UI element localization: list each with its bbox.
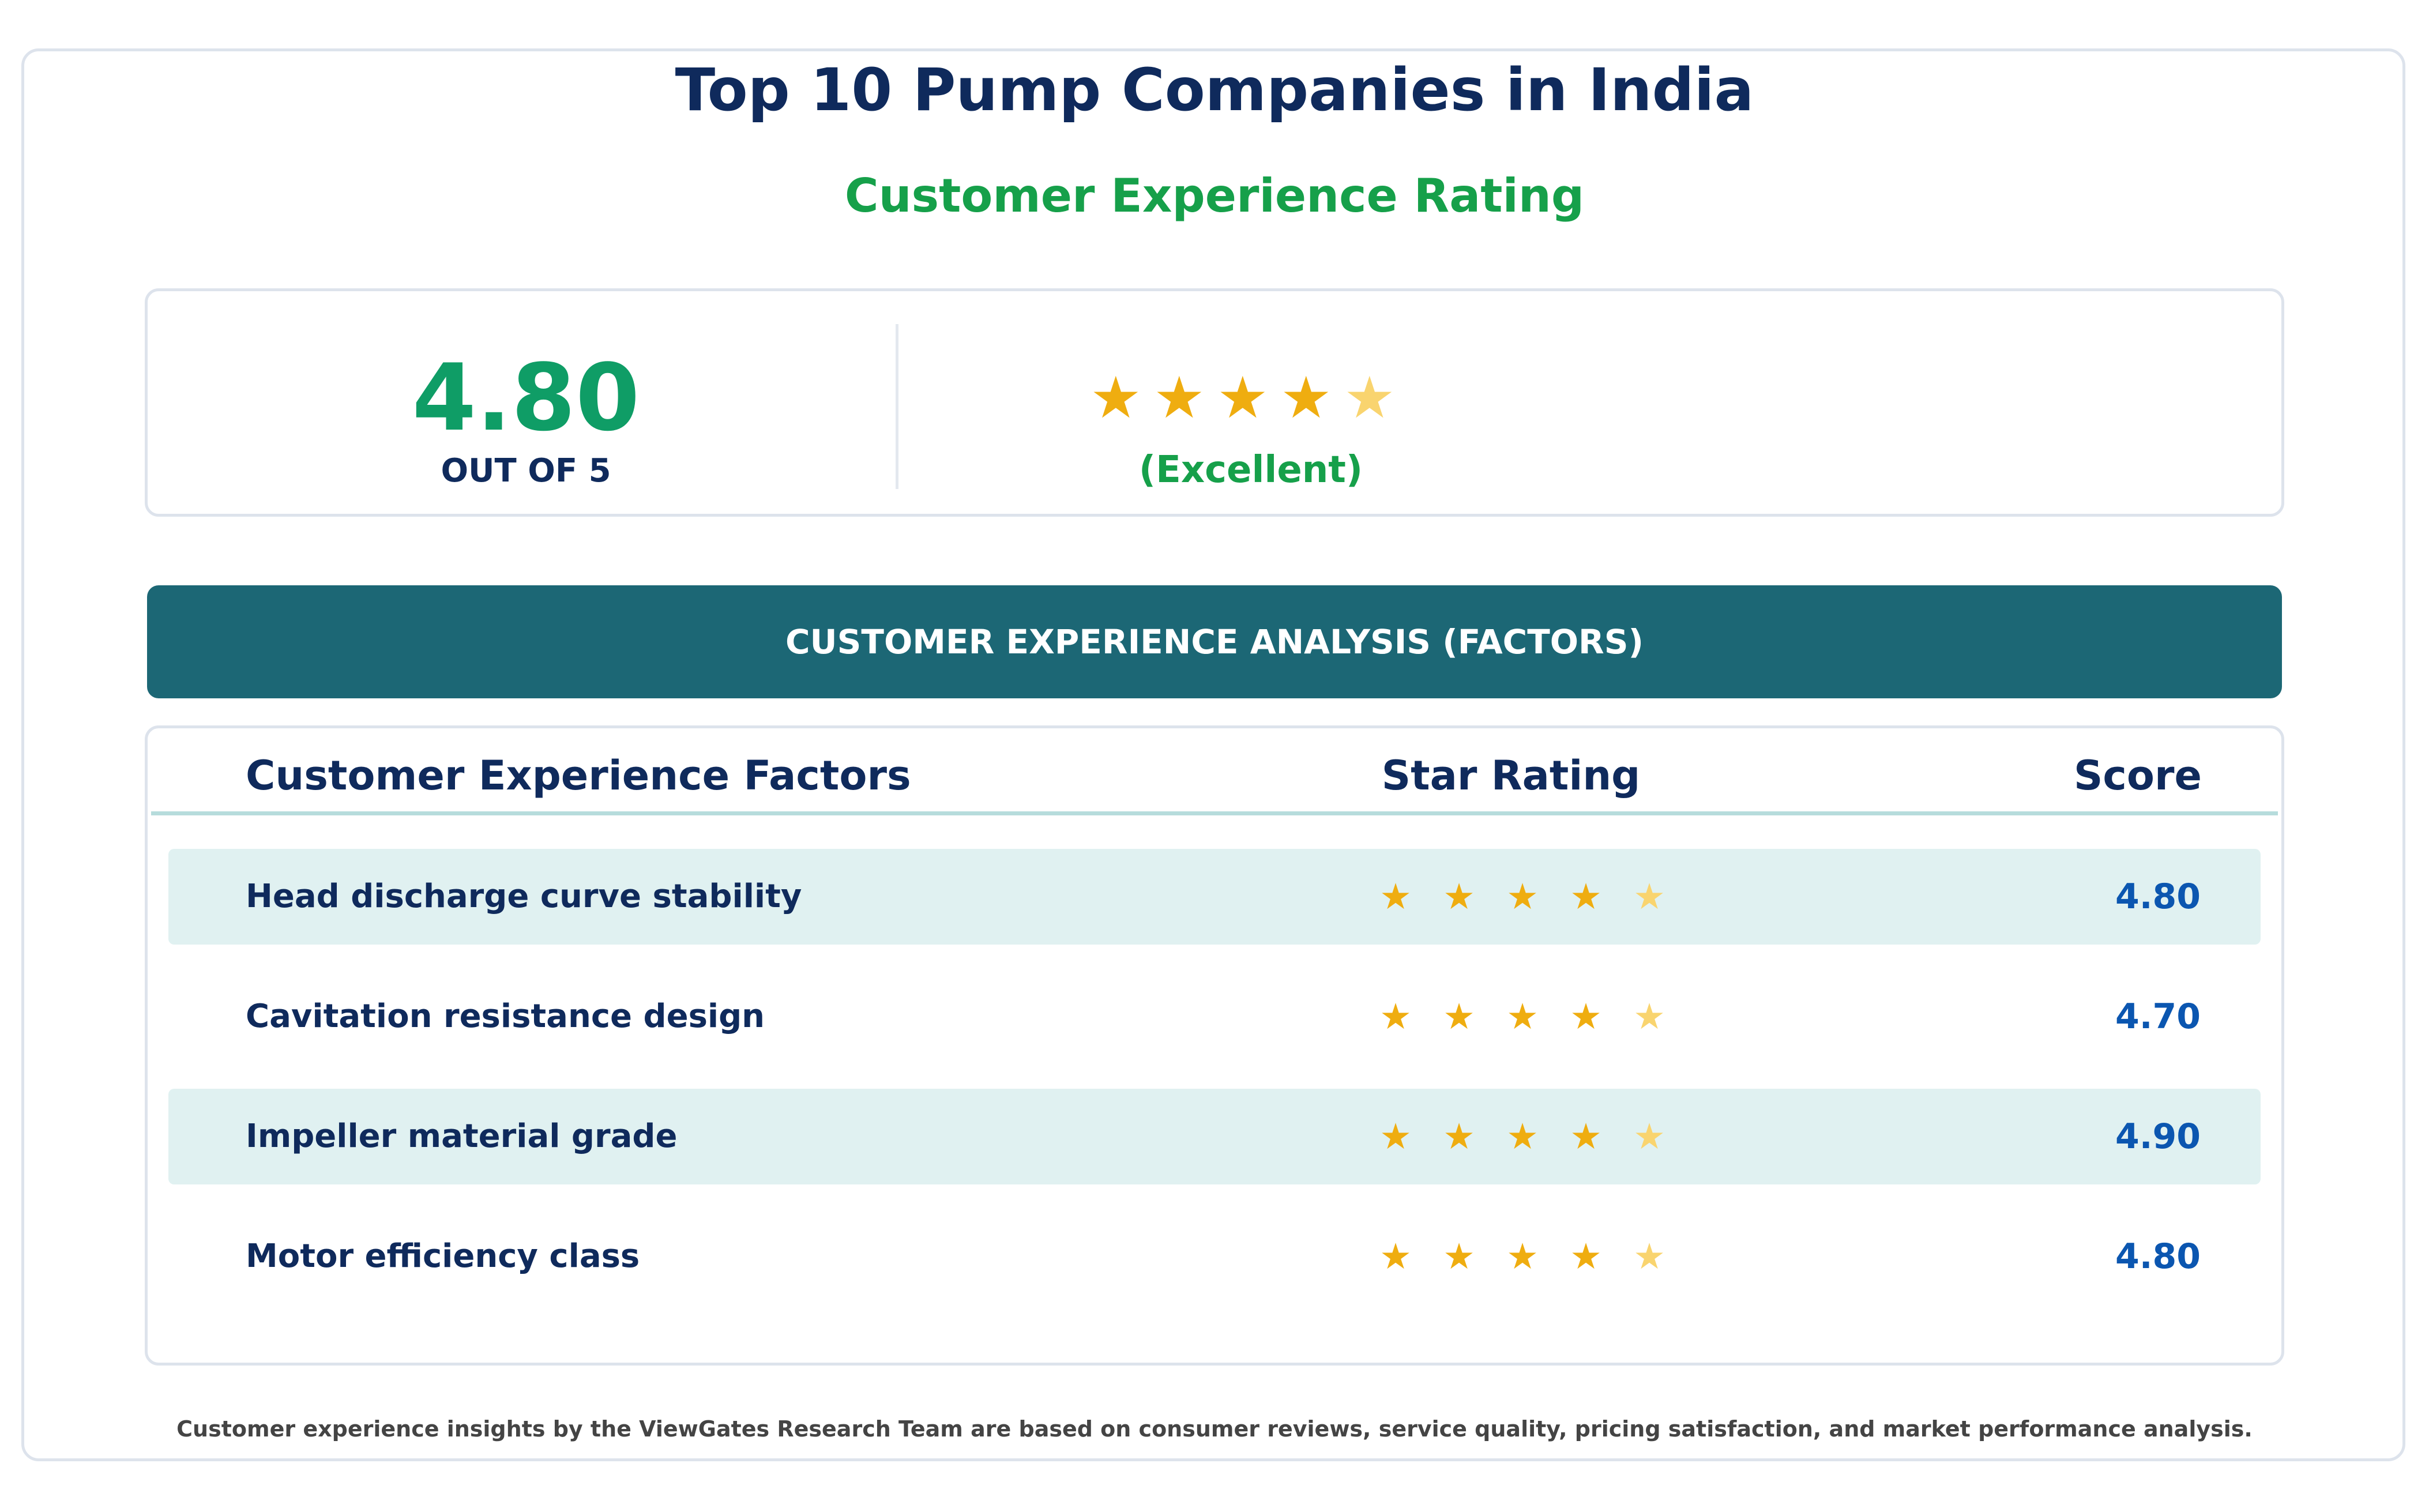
page-subtitle: Customer Experience Rating — [844, 169, 1585, 223]
star-icon: ★ — [1443, 875, 1475, 917]
factor-name: Head discharge curve stability — [246, 878, 802, 915]
star-icon: ★ — [1633, 875, 1665, 917]
table-row: Impeller material grade ★ ★ ★ ★ ★ 4.90 — [168, 1089, 2261, 1184]
factor-star-rating: ★ ★ ★ ★ ★ — [1378, 1089, 1667, 1184]
table-row: Head discharge curve stability ★ ★ ★ ★ ★ 4.8… — [168, 849, 2261, 945]
star-icon: ★ — [1633, 1115, 1665, 1157]
factor-star-rating: ★ ★ ★ ★ ★ — [1378, 969, 1667, 1065]
star-icon: ★ — [1153, 364, 1205, 431]
star-icon: ★ — [1633, 1235, 1665, 1277]
overall-out-of: OUT OF 5 — [441, 452, 611, 490]
star-icon: ★ — [1506, 1115, 1539, 1157]
factor-score: 4.70 — [2115, 996, 2201, 1037]
factors-table — [145, 725, 2284, 1366]
star-icon: ★ — [1570, 875, 1602, 917]
table-row: Motor efficiency class ★ ★ ★ ★ ★ 4.80 — [168, 1209, 2261, 1304]
summary-card — [145, 288, 2284, 517]
factor-star-rating: ★ ★ ★ ★ ★ — [1378, 1209, 1667, 1304]
column-header-factor: Customer Experience Factors — [246, 752, 911, 799]
factor-score: 4.90 — [2115, 1116, 2201, 1157]
footer-note: Customer experience insights by the View… — [176, 1416, 2253, 1442]
star-icon: ★ — [1379, 1235, 1412, 1277]
star-icon: ★ — [1506, 1235, 1539, 1277]
factor-name: Motor efficiency class — [246, 1238, 640, 1275]
summary-divider — [896, 324, 898, 489]
star-icon: ★ — [1443, 1115, 1475, 1157]
star-icon: ★ — [1570, 1235, 1602, 1277]
factor-score: 4.80 — [2115, 1236, 2201, 1277]
column-header-star-rating: Star Rating — [1381, 752, 1641, 799]
star-icon: ★ — [1379, 875, 1412, 917]
star-icon: ★ — [1443, 995, 1475, 1037]
factor-star-rating: ★ ★ ★ ★ ★ — [1378, 849, 1667, 945]
star-icon: ★ — [1506, 875, 1539, 917]
factor-name: Cavitation resistance design — [246, 998, 765, 1035]
star-icon: ★ — [1344, 364, 1396, 431]
star-icon: ★ — [1217, 364, 1269, 431]
star-icon: ★ — [1379, 1115, 1412, 1157]
factor-name: Impeller material grade — [246, 1118, 678, 1155]
page-title: Top 10 Pump Companies in India — [675, 56, 1754, 125]
column-header-score: Score — [2074, 752, 2202, 799]
star-icon: ★ — [1570, 995, 1602, 1037]
header-divider — [151, 811, 2278, 815]
star-icon: ★ — [1633, 995, 1665, 1037]
table-row: Cavitation resistance design ★ ★ ★ ★ ★ 4.70 — [168, 969, 2261, 1065]
star-icon: ★ — [1280, 364, 1332, 431]
star-icon: ★ — [1090, 364, 1142, 431]
overall-star-rating: ★ ★ ★ ★ ★ — [1090, 360, 1396, 435]
star-icon: ★ — [1379, 995, 1412, 1037]
star-icon: ★ — [1506, 995, 1539, 1037]
overall-rating-label: (Excellent) — [1138, 449, 1363, 491]
section-banner: CUSTOMER EXPERIENCE ANALYSIS (FACTORS) — [147, 585, 2282, 698]
star-icon: ★ — [1443, 1235, 1475, 1277]
factor-score: 4.80 — [2115, 877, 2201, 917]
star-icon: ★ — [1570, 1115, 1602, 1157]
overall-score: 4.80 — [412, 344, 640, 452]
